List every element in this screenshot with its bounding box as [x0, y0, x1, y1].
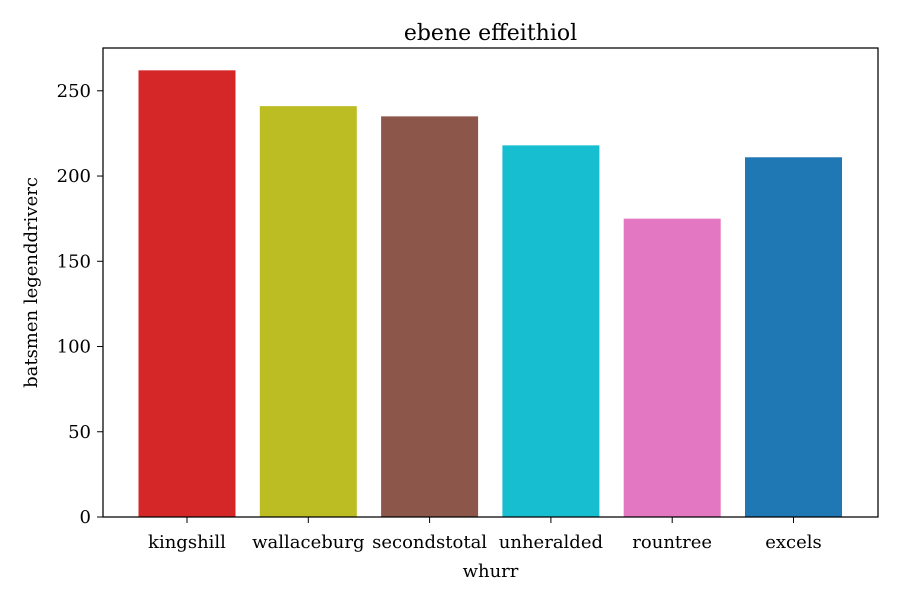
y-tick-label: 200	[57, 166, 91, 187]
y-tick-label: 150	[57, 251, 91, 272]
x-axis-ticks: kingshill wallaceburg secondstotal unherald…	[148, 517, 822, 553]
y-tick-label: 250	[57, 81, 91, 102]
x-tick-label: secondstotal	[372, 532, 487, 553]
bar-wallaceburg	[259, 106, 357, 517]
x-tick-label: unheralded	[499, 532, 603, 553]
x-axis-label: whurr	[463, 561, 519, 582]
plot-frame	[102, 47, 879, 518]
bar-rountree	[623, 218, 721, 518]
y-axis-ticks: 0 50 100 150 200 250	[57, 81, 103, 528]
bar-kingshill	[138, 70, 236, 517]
bars-layer	[138, 70, 842, 518]
bar-secondstotal	[381, 116, 479, 518]
y-tick-label: 0	[80, 507, 91, 528]
bar-unheralded	[502, 145, 600, 517]
bar-excels	[745, 157, 842, 517]
y-tick-label: 50	[68, 422, 91, 443]
y-axis-label: batsmen legenddriverc	[21, 177, 42, 388]
x-tick-label: rountree	[632, 532, 712, 553]
x-tick-label: wallaceburg	[252, 532, 364, 553]
chart-title: ebene effeithiol	[404, 21, 577, 46]
x-tick-label: kingshill	[148, 532, 226, 553]
y-tick-label: 100	[57, 337, 91, 358]
x-tick-label: excels	[765, 532, 822, 553]
